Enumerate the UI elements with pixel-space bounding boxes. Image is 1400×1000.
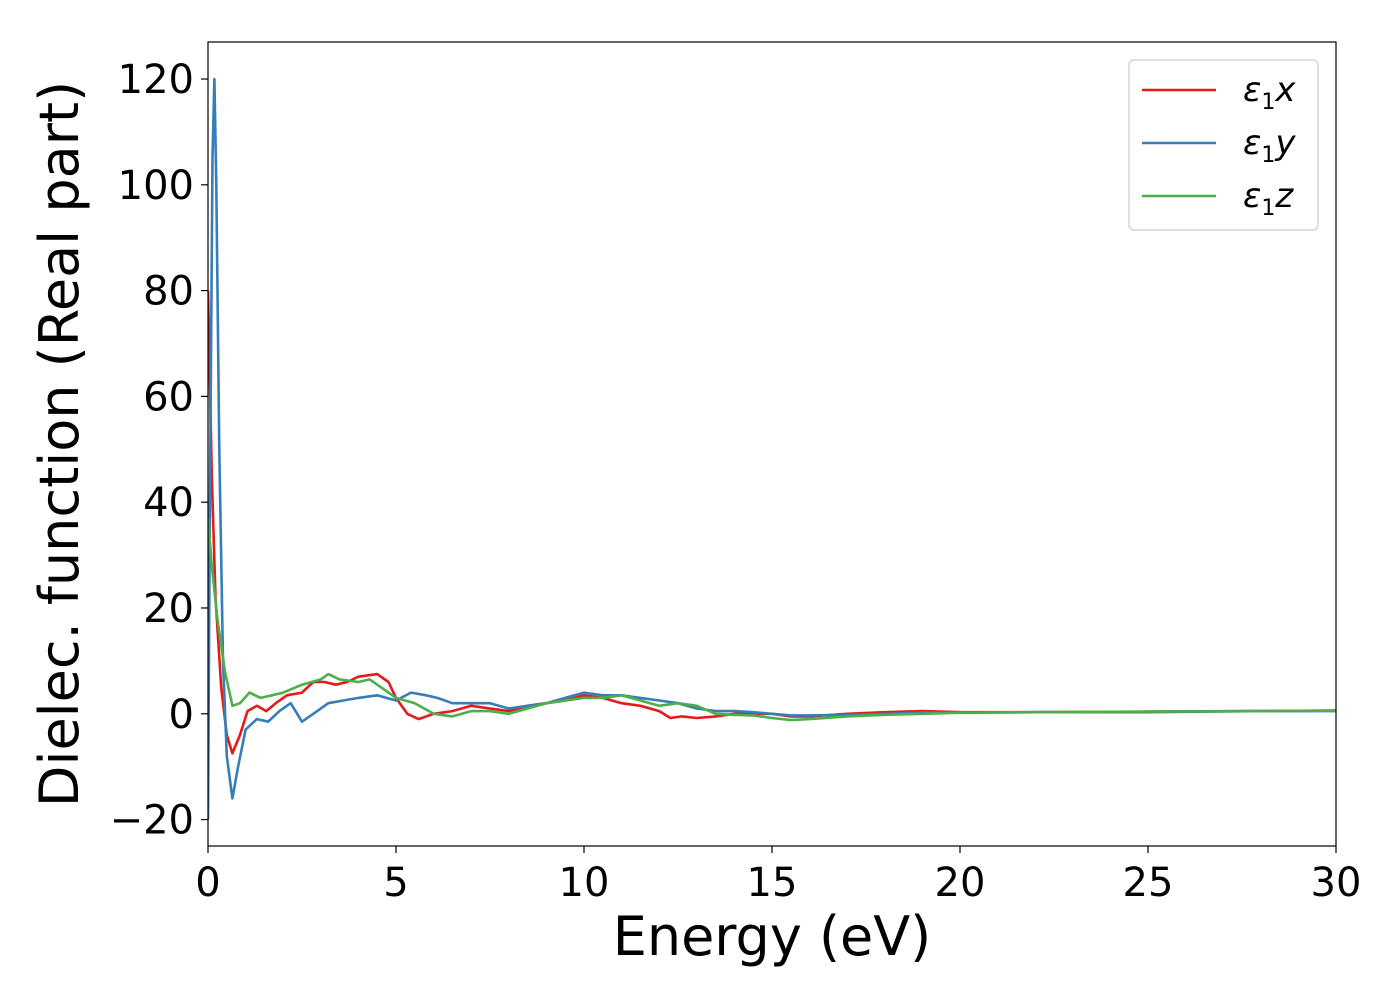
x-tick-label: 20 xyxy=(935,860,986,906)
legend-frame xyxy=(1128,59,1319,231)
y-tick-label: 20 xyxy=(143,586,194,632)
y-tick-label: 100 xyxy=(118,163,194,209)
x-tick-label: 15 xyxy=(747,860,798,906)
y-axis-title: Dielec. function (Real part) xyxy=(28,81,91,807)
x-tick-label: 10 xyxy=(559,860,610,906)
y-axis-ticks: −20 0 20 40 60 80 100 120 xyxy=(110,57,208,844)
y-tick-label: −20 xyxy=(110,798,194,844)
y-tick-label: 80 xyxy=(143,269,194,315)
y-tick-label: 60 xyxy=(143,374,194,420)
y-tick-label: 120 xyxy=(118,57,194,103)
x-tick-label: 5 xyxy=(383,860,408,906)
x-tick-label: 25 xyxy=(1123,860,1174,906)
x-tick-label: 0 xyxy=(195,860,220,906)
series-lines xyxy=(208,77,1336,820)
series-line-y xyxy=(208,77,1336,820)
legend-label-y: ε1y xyxy=(1243,123,1296,168)
series-line-z xyxy=(208,517,1336,722)
legend: ε1x ε1y ε1z xyxy=(1128,59,1319,231)
legend-label-x: ε1x xyxy=(1243,70,1296,115)
y-tick-label: 40 xyxy=(143,480,194,526)
x-axis-ticks: 0 5 10 15 20 25 30 xyxy=(195,846,1361,906)
y-tick-label: 0 xyxy=(169,692,194,738)
x-axis-title: Energy (eV) xyxy=(613,905,932,968)
legend-label-z: ε1z xyxy=(1243,176,1294,221)
x-tick-label: 30 xyxy=(1311,860,1362,906)
